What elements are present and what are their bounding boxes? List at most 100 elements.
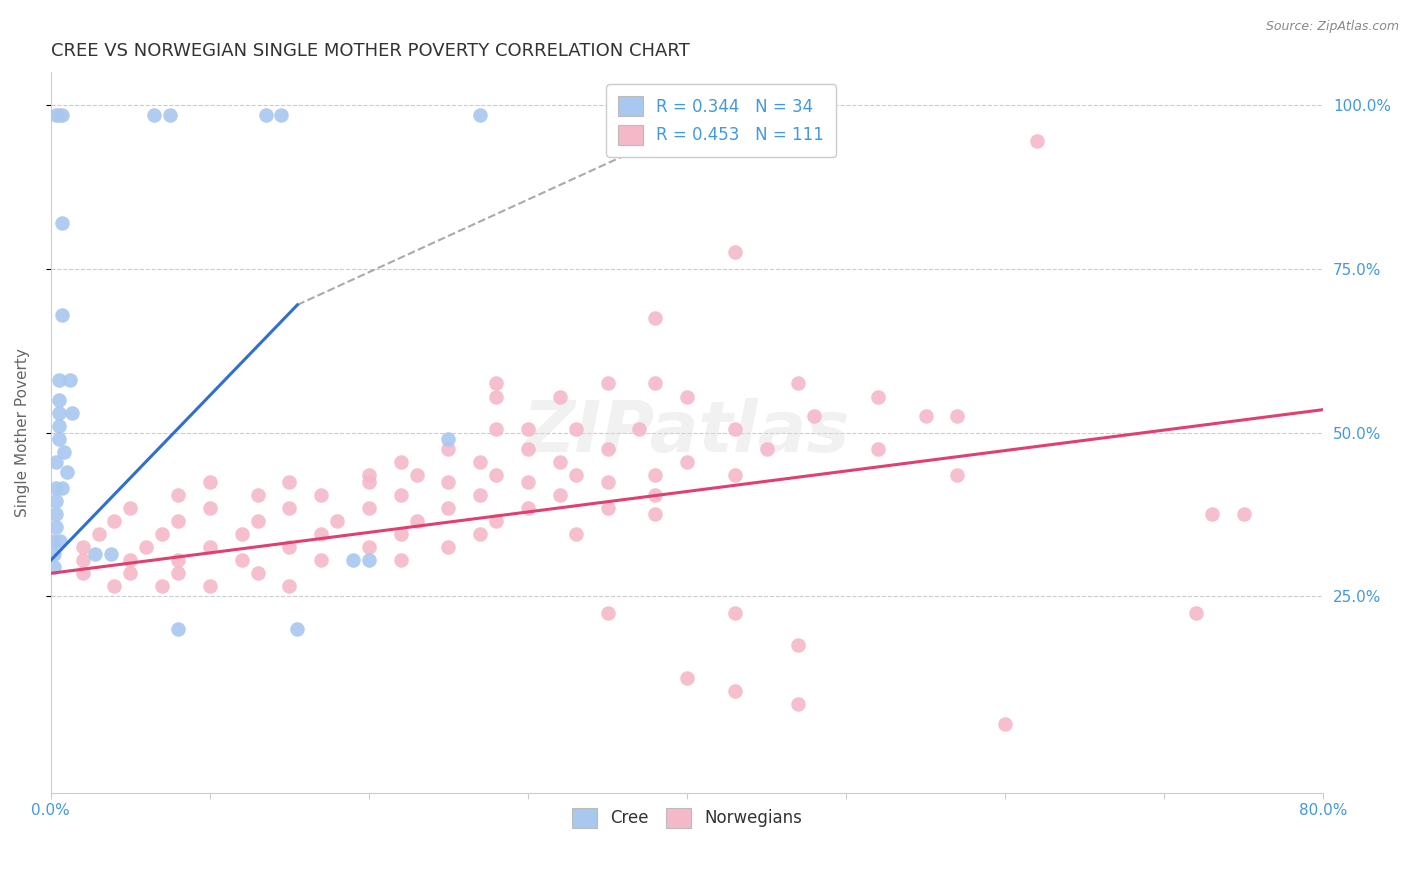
Point [278,540,301,554]
Point [246,488,269,502]
Point [676,390,699,404]
Point [278,500,301,515]
Point [517,500,540,515]
Point [787,698,810,712]
Point [914,409,936,424]
Point [198,579,221,593]
Point [357,540,380,554]
Point [150,579,173,593]
Point [167,553,190,567]
Point [485,468,508,483]
Point [548,488,571,502]
Point [946,468,969,483]
Point [389,527,412,541]
Point [100,547,122,561]
Point [309,527,332,541]
Point [405,514,427,528]
Point [48,406,70,420]
Point [45,481,67,495]
Point [198,500,221,515]
Point [596,376,619,391]
Point [167,488,190,502]
Point [59,373,82,387]
Point [437,475,460,489]
Point [787,638,810,652]
Point [135,540,157,554]
Text: CREE VS NORWEGIAN SINGLE MOTHER POVERTY CORRELATION CHART: CREE VS NORWEGIAN SINGLE MOTHER POVERTY … [51,42,689,60]
Point [676,671,699,685]
Point [87,527,110,541]
Point [470,455,492,469]
Point [167,622,190,636]
Point [1201,508,1223,522]
Point [103,579,125,593]
Point [405,468,427,483]
Point [45,455,67,469]
Point [72,540,94,554]
Point [51,481,73,495]
Point [644,508,666,522]
Point [517,475,540,489]
Point [437,432,460,446]
Point [357,468,380,483]
Point [389,455,412,469]
Point [644,468,666,483]
Point [287,622,309,636]
Point [246,514,269,528]
Point [120,500,142,515]
Point [803,409,825,424]
Point [150,527,173,541]
Y-axis label: Single Mother Poverty: Single Mother Poverty [15,348,30,517]
Point [120,553,142,567]
Point [437,442,460,456]
Point [564,468,586,483]
Point [51,108,73,122]
Point [946,409,969,424]
Point [84,547,107,561]
Point [48,432,70,446]
Point [143,108,166,122]
Point [326,514,349,528]
Text: ZIPatlas: ZIPatlas [523,398,851,467]
Point [437,540,460,554]
Point [357,500,380,515]
Point [51,308,73,322]
Point [42,533,65,548]
Point [42,559,65,574]
Point [60,406,83,420]
Point [72,553,94,567]
Point [55,465,77,479]
Point [1026,134,1049,148]
Point [167,514,190,528]
Point [724,245,747,260]
Point [48,419,70,434]
Point [357,475,380,489]
Point [676,455,699,469]
Point [45,520,67,534]
Point [48,373,70,387]
Point [246,566,269,581]
Point [485,514,508,528]
Point [49,533,72,548]
Point [596,475,619,489]
Point [278,475,301,489]
Point [159,108,181,122]
Point [231,527,253,541]
Point [596,500,619,515]
Point [389,553,412,567]
Point [1185,606,1208,620]
Point [755,442,778,456]
Point [994,717,1017,731]
Point [485,390,508,404]
Point [628,422,651,436]
Point [470,488,492,502]
Point [724,606,747,620]
Point [548,390,571,404]
Point [866,442,889,456]
Point [45,108,67,122]
Point [644,376,666,391]
Point [866,390,889,404]
Point [644,310,666,325]
Point [45,494,67,508]
Point [309,488,332,502]
